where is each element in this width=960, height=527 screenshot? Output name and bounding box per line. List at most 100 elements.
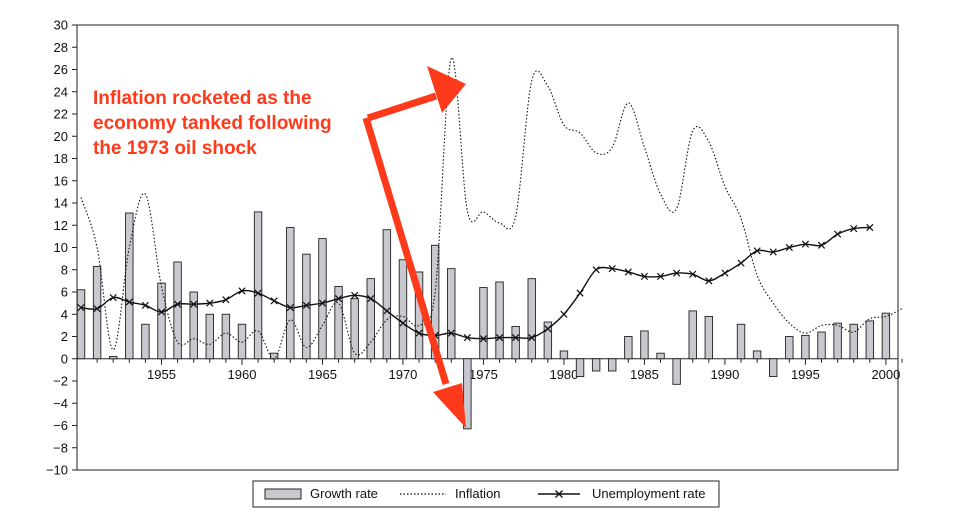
y-tick-label: −8 xyxy=(53,440,68,455)
y-tick-label: 30 xyxy=(54,18,68,33)
unemployment-point xyxy=(769,248,777,256)
growth-bar xyxy=(849,323,858,360)
y-tick-label: 0 xyxy=(61,351,68,366)
growth-bar xyxy=(108,356,118,360)
unemployment-markers xyxy=(77,223,874,343)
growth-bar xyxy=(640,330,649,360)
growth-bar xyxy=(479,287,488,360)
x-tick-label: 1965 xyxy=(308,367,337,382)
unemployment-point xyxy=(399,319,407,327)
unemployment-point xyxy=(238,287,246,295)
growth-bar xyxy=(382,229,392,360)
growth-bar xyxy=(286,227,295,360)
growth-bar xyxy=(752,350,762,360)
growth-bar xyxy=(817,331,826,360)
growth-bar xyxy=(672,358,681,385)
y-tick-label: −2 xyxy=(53,374,68,389)
growth-bar xyxy=(591,358,601,372)
y-tick-label: −6 xyxy=(53,418,68,433)
growth-bar xyxy=(125,212,134,360)
growth-bar xyxy=(608,358,617,372)
x-axis: 1955 1960 1965 1970 1975 1980 1985 1990 1995 2000 xyxy=(96,358,903,382)
unemployment-point xyxy=(109,293,117,302)
growth-bar xyxy=(189,291,198,360)
y-tick-label: 14 xyxy=(54,196,68,211)
x-tick-label: 1980 xyxy=(549,367,578,382)
unemployment-point xyxy=(206,299,214,307)
unemployment-point xyxy=(141,301,150,309)
growth-bar xyxy=(736,323,746,360)
annotation-line-2: economy tanked following xyxy=(93,113,332,134)
unemployment-point xyxy=(656,272,665,281)
y-tick-label: 28 xyxy=(54,40,68,55)
x-tick-label: 1985 xyxy=(630,367,659,382)
growth-bar xyxy=(398,259,408,360)
unemployment-point xyxy=(850,224,858,233)
unemployment-point xyxy=(689,270,697,278)
growth-bar xyxy=(559,350,569,360)
unemployment-series-line xyxy=(80,226,870,340)
inflation-series-line xyxy=(80,57,903,360)
growth-bar xyxy=(334,285,343,360)
unemployment-point xyxy=(544,325,552,333)
y-tick-label: 20 xyxy=(54,129,68,144)
y-tick-label: 2 xyxy=(61,329,68,344)
legend-box xyxy=(252,480,720,508)
unemployment-point xyxy=(528,333,536,342)
unemployment-point xyxy=(785,243,793,252)
unemployment-point xyxy=(447,329,455,337)
growth-bar xyxy=(511,326,520,360)
growth-bar xyxy=(688,310,697,360)
legend: Growth rate Inflation Unemployment rate xyxy=(252,480,720,508)
unemployment-point xyxy=(479,335,488,343)
unemployment-point xyxy=(302,301,310,309)
legend-label-inflation: Inflation xyxy=(455,486,501,501)
unemployment-point xyxy=(173,300,182,308)
unemployment-point xyxy=(286,303,294,312)
growth-bar xyxy=(543,321,553,360)
growth-bar xyxy=(350,298,359,360)
unemployment-point xyxy=(222,296,230,304)
growth-bar xyxy=(76,289,86,360)
legend-label-unemployment-rate: Unemployment rate xyxy=(592,486,705,501)
x-tick-label: 2000 xyxy=(871,367,900,382)
unemployment-point xyxy=(866,223,874,232)
unemployment-point xyxy=(495,333,504,342)
growth-bar xyxy=(704,316,714,360)
growth-bar xyxy=(269,352,279,360)
growth-bar xyxy=(624,336,633,360)
unemployment-point xyxy=(254,289,262,297)
growth-bar xyxy=(865,320,875,360)
y-tick-label: 18 xyxy=(54,151,68,166)
growth-bar xyxy=(157,282,166,360)
unemployment-point xyxy=(190,300,198,308)
x-tick-label: 1990 xyxy=(710,367,739,382)
unemployment-point xyxy=(592,266,600,274)
growth-bar xyxy=(785,336,794,360)
x-tick-label: 1970 xyxy=(388,367,417,382)
unemployment-point xyxy=(334,295,343,303)
y-tick-label: 12 xyxy=(54,218,68,233)
legend-swatch-growth-rate xyxy=(264,488,302,500)
growth-bar xyxy=(318,238,327,360)
unemployment-point xyxy=(640,272,649,281)
unemployment-point xyxy=(512,333,520,342)
unemployment-point xyxy=(705,277,713,285)
growth-bar xyxy=(769,358,778,377)
growth-bar xyxy=(833,322,842,360)
growth-bar xyxy=(881,312,891,360)
unemployment-point xyxy=(608,265,616,273)
y-tick-label: 22 xyxy=(54,107,68,122)
unemployment-point xyxy=(737,259,745,267)
y-tick-label: −4 xyxy=(53,396,68,411)
y-tick-label: 24 xyxy=(54,84,68,99)
growth-bar xyxy=(495,281,504,360)
growth-rate-bars xyxy=(76,211,891,430)
unemployment-point xyxy=(383,307,391,315)
growth-bar xyxy=(463,358,472,430)
unemployment-point xyxy=(270,297,278,305)
growth-bar xyxy=(527,278,536,360)
unemployment-point xyxy=(318,299,327,307)
unemployment-point xyxy=(77,303,85,312)
unemployment-point xyxy=(801,240,810,248)
